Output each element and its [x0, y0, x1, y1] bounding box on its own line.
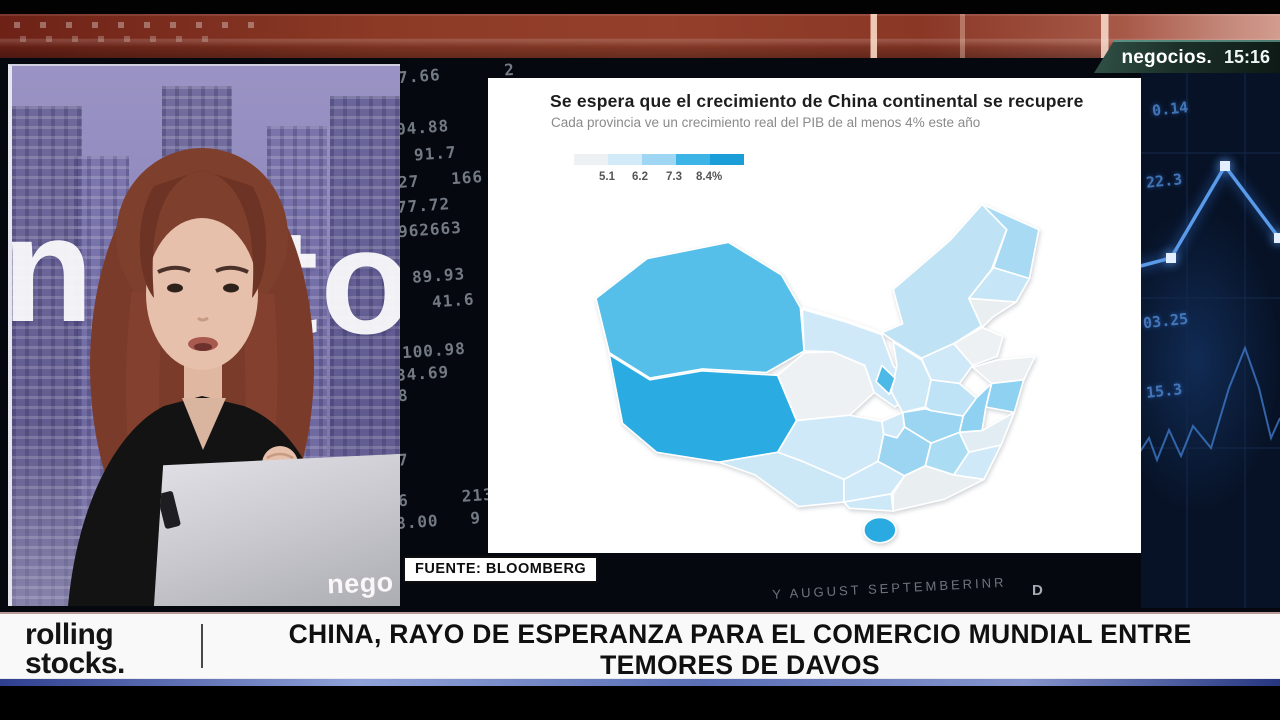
ticker-number: 89.93: [411, 264, 466, 287]
bg-number: 0.14: [1151, 98, 1189, 120]
ticker-number: 962663: [397, 217, 463, 242]
legend-bin: [642, 154, 676, 165]
bg-month-axis-text: Y AUGUST SEPTEMBERINR: [771, 574, 1007, 602]
province-hainan: [862, 516, 897, 544]
show-logo-line1: rolling: [25, 618, 114, 651]
banner-accent-line: [0, 678, 1280, 686]
banner-divider: [201, 624, 203, 668]
source-attribution: FUENTE: BLOOMBERG: [403, 556, 599, 583]
ticker-number: 6 213: [397, 484, 495, 511]
laptop: nego: [147, 453, 400, 606]
bottom-black-strip: [0, 686, 1280, 720]
legend-bin: [574, 154, 608, 165]
show-logo: rolling stocks.: [25, 618, 125, 680]
ticker-number: 04.88: [395, 116, 450, 139]
ticker-number: 77.72: [396, 194, 451, 217]
china-choropleth-map: [595, 203, 1040, 544]
eyebrow-right: [215, 265, 249, 274]
province-guangdong: [892, 465, 985, 512]
stock-line-graphic: [1141, 58, 1280, 608]
headline-line2: TEMORES DE DAVOS: [600, 650, 880, 681]
fist-fingers: [266, 452, 294, 460]
clock: 15:16: [1223, 47, 1270, 67]
province-shandong: [971, 355, 1036, 385]
cityscape-building: [12, 106, 82, 606]
show-logo-line2: stocks.: [25, 646, 125, 680]
presenter-video-panel: ng to nego: [8, 64, 400, 606]
grid-lines: [1141, 58, 1280, 608]
face: [146, 218, 258, 370]
ticker-number: 91.7: [413, 142, 458, 165]
laptop-brand-text: nego: [326, 567, 395, 600]
red-band-dots: [20, 36, 220, 42]
legend-bin: [608, 154, 642, 165]
province-ningxia: [875, 364, 896, 396]
ticker-number: 41.6: [431, 289, 476, 312]
eye-right: [223, 283, 239, 293]
legend-bin: [676, 154, 710, 165]
legend-tick: 7.3: [666, 171, 682, 183]
channel-logo-text: negocios.: [1121, 46, 1212, 68]
province-yunnan: [718, 451, 845, 508]
province-shaanxi: [890, 341, 932, 414]
province-guangxi: [843, 493, 894, 512]
legend-bin: [710, 154, 744, 165]
stock-graphic-background: [1141, 58, 1280, 608]
nose: [196, 316, 209, 322]
legend-tick: 6.2: [632, 171, 648, 183]
hair-fringe-left: [139, 170, 202, 298]
bg-number: 22.3: [1145, 170, 1183, 192]
neckline: [182, 398, 226, 450]
chart-panel: Se espera que el crecimiento de China co…: [488, 78, 1141, 553]
hair-fringe-right: [202, 170, 267, 298]
red-band-dots: [14, 22, 254, 28]
headline: CHINA, RAYO DE ESPERANZA PARA EL COMERCI…: [210, 619, 1270, 682]
line-series: [1141, 162, 1280, 268]
lower-third-banner: rolling stocks. CHINA, RAYO DE ESPERANZA…: [0, 612, 1280, 680]
chart-title: Se espera que el crecimiento de China co…: [550, 91, 1084, 111]
ticker-number: 8.00 9: [395, 508, 482, 533]
headline-line1: CHINA, RAYO DE ESPERANZA PARA EL COMERCI…: [288, 619, 1192, 649]
ticker-number: 100.98: [401, 338, 467, 363]
channel-badge: negocios. 15:16: [1094, 40, 1280, 73]
top-red-band: [0, 14, 1280, 58]
chart-subtitle: Cada provincia ve un crecimiento real de…: [551, 115, 981, 130]
province-xinjiang: [595, 241, 806, 379]
ticker-number: 27 166: [397, 167, 484, 192]
bg-axis-label-d: D: [1032, 582, 1043, 599]
legend-tick: 8.4%: [696, 171, 723, 183]
mouth-open: [194, 343, 212, 351]
province-liaoning: [968, 297, 1018, 329]
line-markers: [1166, 161, 1280, 263]
line-series-2: [1141, 345, 1280, 463]
legend-color-bar: [574, 154, 744, 165]
legend-tick: 5.1: [599, 171, 615, 183]
ticker-number: 34.69: [395, 362, 450, 385]
eye-left: [167, 283, 183, 293]
bg-number: 15.3: [1145, 380, 1183, 402]
eyebrow-left: [157, 265, 191, 274]
top-black-strip: [0, 0, 1280, 14]
